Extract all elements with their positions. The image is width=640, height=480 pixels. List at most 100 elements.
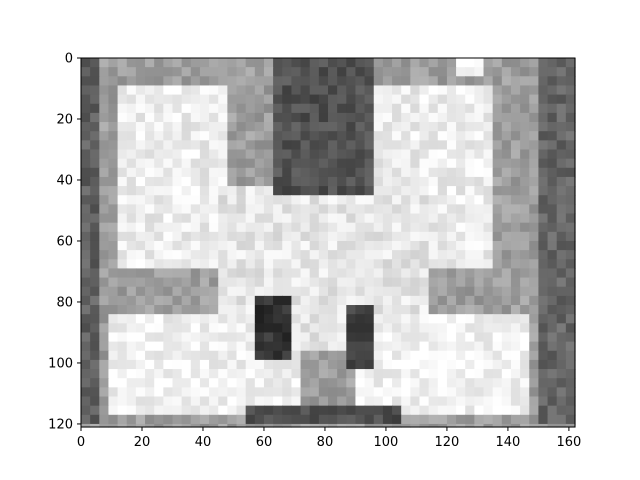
heatmap-cell <box>263 195 274 205</box>
heatmap-cell <box>556 140 567 151</box>
heatmap-cell <box>154 149 164 160</box>
heatmap-cell <box>117 369 128 379</box>
heatmap-cell <box>190 140 201 151</box>
heatmap-cell <box>291 195 302 205</box>
heatmap-cell <box>328 103 338 114</box>
heatmap-cell <box>501 158 512 169</box>
heatmap-cell <box>282 195 293 205</box>
heatmap-cell <box>328 423 338 428</box>
heatmap-cell <box>135 332 146 343</box>
heatmap-cell <box>282 350 293 361</box>
heatmap-cell <box>145 58 155 68</box>
heatmap-cell <box>108 341 119 352</box>
heatmap-cell <box>199 176 210 187</box>
heatmap-cell <box>446 387 457 398</box>
heatmap-cell <box>135 58 146 68</box>
heatmap-cell <box>510 222 521 233</box>
heatmap-cell <box>154 222 164 233</box>
heatmap-cell <box>236 414 247 425</box>
heatmap-cell <box>190 112 201 123</box>
heatmap-cell <box>474 158 485 169</box>
heatmap-cell <box>346 58 357 68</box>
heatmap-cell <box>218 341 228 352</box>
heatmap-cell <box>492 85 503 96</box>
heatmap-cell <box>227 396 238 407</box>
heatmap-cell <box>273 414 283 425</box>
heatmap-cell <box>492 195 503 205</box>
plot-frame <box>80 57 576 428</box>
heatmap-cell <box>126 369 137 379</box>
heatmap-cell <box>108 195 119 205</box>
heatmap-cell <box>547 314 558 324</box>
heatmap-cell <box>437 103 448 114</box>
heatmap-cell <box>474 323 485 334</box>
heatmap-cell <box>483 167 494 178</box>
heatmap-cell <box>492 332 503 343</box>
heatmap-cell <box>346 186 357 196</box>
heatmap-cell <box>483 94 494 105</box>
heatmap-cell <box>199 423 210 428</box>
heatmap-cell <box>300 140 311 151</box>
heatmap-cell <box>126 167 137 178</box>
heatmap-cell <box>529 195 540 205</box>
heatmap-cell <box>318 231 329 242</box>
heatmap-cell <box>318 423 329 428</box>
heatmap-cell <box>501 387 512 398</box>
heatmap-cell <box>181 231 192 242</box>
heatmap-cell <box>300 204 311 215</box>
heatmap-cell <box>328 250 338 260</box>
heatmap-cell <box>300 195 311 205</box>
heatmap-cell <box>529 250 540 260</box>
heatmap-cell <box>437 112 448 123</box>
heatmap-cell <box>428 186 439 196</box>
heatmap-cell <box>236 158 247 169</box>
heatmap-cell <box>218 268 228 279</box>
heatmap-cell <box>190 341 201 352</box>
heatmap-cell <box>529 186 540 196</box>
heatmap-cell <box>510 231 521 242</box>
heatmap-cell <box>382 186 393 196</box>
heatmap-cell <box>218 314 228 324</box>
heatmap-cell <box>456 131 466 141</box>
heatmap-cell <box>154 341 164 352</box>
heatmap-cell <box>510 286 521 297</box>
heatmap-cell <box>245 149 256 160</box>
heatmap-cell <box>474 186 485 196</box>
heatmap-cell <box>355 222 366 233</box>
heatmap-cell <box>538 341 549 352</box>
heatmap-cell <box>355 414 366 425</box>
heatmap-cell <box>556 213 567 224</box>
heatmap-cell <box>273 405 283 416</box>
heatmap-cell <box>538 213 549 224</box>
heatmap-cell <box>456 240 466 251</box>
heatmap-cell <box>291 67 302 77</box>
heatmap-cell <box>501 186 512 196</box>
heatmap-cell <box>181 405 192 416</box>
heatmap-cell <box>300 323 311 334</box>
heatmap-cell <box>446 204 457 215</box>
heatmap-cell <box>172 58 183 68</box>
heatmap-cell <box>392 423 402 428</box>
heatmap-cell <box>300 277 311 288</box>
heatmap-cell <box>163 359 174 370</box>
heatmap-cell <box>218 103 228 114</box>
heatmap-cell <box>483 396 494 407</box>
heatmap-cell <box>209 359 219 370</box>
heatmap-cell <box>190 186 201 196</box>
heatmap-cell <box>90 305 100 315</box>
heatmap-cell <box>172 67 183 77</box>
heatmap-cell <box>419 85 430 96</box>
heatmap-cell <box>364 286 375 297</box>
heatmap-cell <box>565 423 576 428</box>
heatmap-cell <box>456 259 466 270</box>
heatmap-cell <box>446 222 457 233</box>
heatmap-cell <box>565 231 576 242</box>
heatmap-cell <box>556 186 567 196</box>
heatmap-cell <box>163 396 174 407</box>
heatmap-cell <box>227 149 238 160</box>
heatmap-cell <box>154 305 164 315</box>
heatmap-cell <box>300 295 311 306</box>
heatmap-cell <box>282 213 293 224</box>
heatmap-cell <box>492 250 503 260</box>
heatmap-cell <box>154 268 164 279</box>
